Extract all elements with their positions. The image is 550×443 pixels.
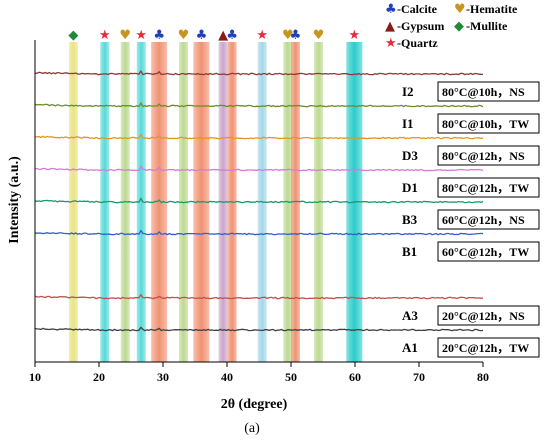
- x-tick-label: 70: [413, 370, 425, 384]
- phase-marker: ★: [256, 28, 268, 43]
- condition-box: [437, 209, 540, 230]
- x-tick-label: 30: [157, 370, 169, 384]
- legend-symbol: ◆: [454, 19, 464, 34]
- series-name: B3: [402, 212, 418, 227]
- legend-symbol: ★: [385, 36, 397, 51]
- phase-marker: ♣: [153, 28, 165, 43]
- trace-b3: [34, 197, 484, 204]
- condition-box: [437, 337, 540, 358]
- x-tick-label: 10: [29, 370, 41, 384]
- x-tick-label: 80: [477, 370, 489, 384]
- phase-marker: ◆: [68, 28, 78, 43]
- series-name: D3: [402, 148, 418, 163]
- condition-label: 60°C@12h，TW: [442, 245, 529, 259]
- y-axis-label: Intensity (a.u.): [7, 156, 22, 244]
- phase-marker: ★: [99, 28, 111, 43]
- x-ticks: 10 20 30 40 50 60 70 80: [29, 362, 489, 384]
- trace-i1: [34, 101, 484, 108]
- legend-label: -Calcite: [397, 2, 438, 16]
- figure-caption: (a): [244, 421, 260, 436]
- condition-box: [437, 305, 540, 326]
- phase-marker: ♣: [196, 28, 208, 43]
- legend-label: -Mullite: [466, 19, 508, 33]
- phase-marker: ♣: [226, 28, 238, 43]
- legend-symbol: ♥: [454, 2, 466, 17]
- series-name: I2: [402, 84, 414, 99]
- trace-d1: [34, 165, 484, 172]
- condition-box: [437, 241, 540, 262]
- condition-label: 80°C@12h，NS: [442, 149, 525, 163]
- phase-band: [136, 42, 146, 362]
- trace-a1: [34, 326, 484, 332]
- legend-symbol: ♣: [385, 2, 397, 17]
- condition-box: [437, 113, 540, 134]
- x-tick-label: 40: [221, 370, 233, 384]
- condition-box: [437, 145, 540, 166]
- trace-b1: [34, 229, 484, 236]
- series-name: A3: [402, 308, 418, 323]
- trace-i2: [34, 69, 484, 76]
- series-labels: I2 80°C@10h，NS I1 80°C@10h，TW D3 80°C@12h，NS D…: [402, 81, 540, 358]
- condition-label: 20°C@12h，NS: [442, 309, 525, 323]
- condition-label: 60°C@12h，NS: [442, 213, 525, 227]
- axes: 10 20 30 40 50 60 70 80: [29, 40, 489, 384]
- condition-label: 80°C@10h，NS: [442, 85, 525, 99]
- phase-marker: ♥: [119, 28, 131, 43]
- phase-marker: ♥: [313, 28, 325, 43]
- legend-label: -Hematite: [466, 2, 518, 16]
- condition-label: 80°C@10h，TW: [442, 117, 529, 131]
- phase-band: [151, 42, 168, 362]
- phase-marker: ▲: [218, 28, 228, 43]
- series-name: A1: [402, 340, 418, 355]
- x-tick-label: 20: [93, 370, 105, 384]
- x-tick-label: 60: [349, 370, 361, 384]
- x-axis-label: 2θ (degree): [221, 397, 288, 412]
- condition-label: 80°C@12h，TW: [442, 181, 529, 195]
- series-name: I1: [402, 116, 414, 131]
- condition-label: 20°C@12h，TW: [442, 341, 529, 355]
- phase-marker: ★: [135, 28, 147, 43]
- phase-markers: ◆ ★ ♥ ★ ♣ ♥ ♣ ▲♣ ★ ♥♣ ♥ ★: [68, 28, 360, 43]
- legend: ♣ -Calcite ♥ -Hematite ▲ -Gypsum ◆ -Mullite ★ -Qu…: [385, 2, 518, 51]
- series-name: D1: [402, 180, 418, 195]
- phase-marker: ♥: [178, 28, 190, 43]
- phase-marker: ♣: [290, 28, 302, 43]
- legend-label: -Gypsum: [397, 19, 444, 33]
- trace-d3: [34, 133, 484, 140]
- condition-box: [437, 177, 540, 198]
- phase-marker: ♥: [282, 28, 294, 43]
- series-name: B1: [402, 244, 417, 259]
- trace-a3: [34, 293, 484, 300]
- xrd-traces: [34, 69, 484, 332]
- condition-box: [437, 81, 540, 102]
- phase-marker: ★: [349, 28, 361, 43]
- legend-label: -Quartz: [397, 36, 438, 50]
- phase-band: [68, 42, 78, 362]
- x-tick-label: 50: [285, 370, 297, 384]
- legend-symbol: ▲: [385, 19, 395, 34]
